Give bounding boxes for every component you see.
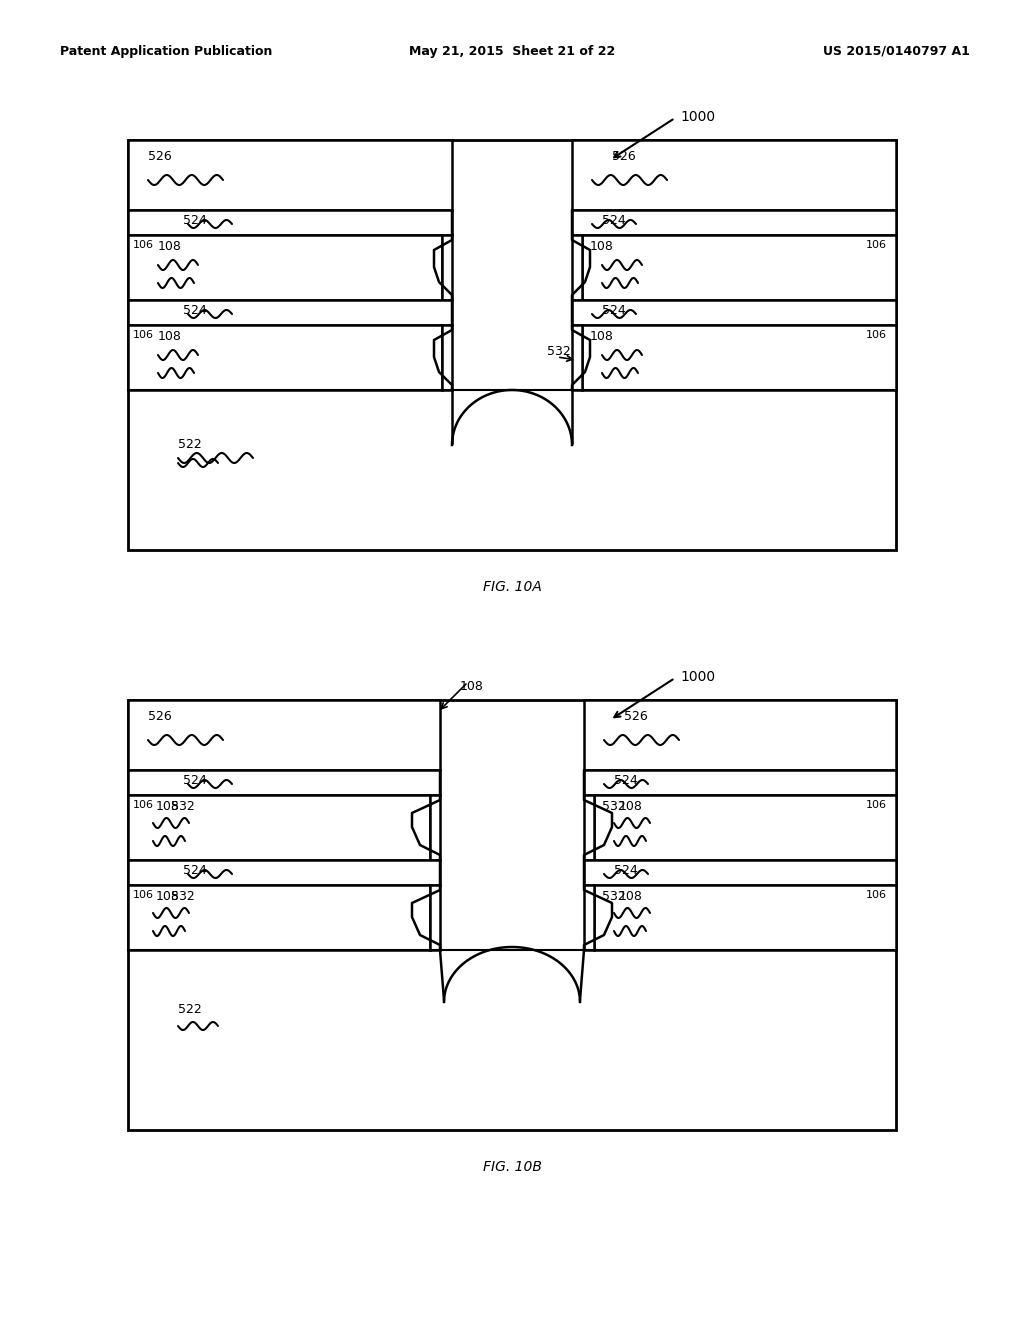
Text: 524: 524 [602,214,626,227]
Bar [584,884,594,950]
Text: 108: 108 [156,800,180,813]
Text: 108: 108 [158,240,182,253]
Text: 532: 532 [602,800,626,813]
Text: 522: 522 [178,438,202,451]
Text: 522: 522 [178,1003,202,1016]
Text: 106: 106 [866,800,887,810]
Bar [128,795,430,861]
Text: US 2015/0140797 A1: US 2015/0140797 A1 [823,45,970,58]
Text: 106: 106 [866,890,887,900]
Text: 524: 524 [614,865,638,876]
Bar [128,140,452,210]
Bar [430,884,440,950]
Text: 108: 108 [590,240,613,253]
Bar [128,861,440,884]
Text: 524: 524 [614,774,638,787]
Bar [582,325,896,389]
Text: 524: 524 [183,304,207,317]
Text: 106: 106 [866,240,887,249]
Text: 108: 108 [590,330,613,343]
Text: 106: 106 [866,330,887,341]
Bar [584,795,594,861]
Text: 108: 108 [618,800,643,813]
Bar [572,140,896,210]
Bar [572,325,582,389]
Text: 108: 108 [618,890,643,903]
Text: FIG. 10A: FIG. 10A [482,579,542,594]
Bar [572,235,582,300]
Text: May 21, 2015  Sheet 21 of 22: May 21, 2015 Sheet 21 of 22 [409,45,615,58]
Bar [572,300,896,325]
Bar [128,884,430,950]
Bar [128,770,440,795]
Bar [128,140,896,550]
Text: 108: 108 [156,890,180,903]
Text: 106: 106 [133,240,154,249]
Text: Patent Application Publication: Patent Application Publication [60,45,272,58]
Text: 532: 532 [602,890,626,903]
Bar [128,210,452,235]
Bar [430,795,440,861]
Bar [584,861,896,884]
Text: 106: 106 [133,890,154,900]
Text: 1000: 1000 [680,110,715,124]
Text: 524: 524 [183,865,207,876]
Text: FIG. 10B: FIG. 10B [482,1160,542,1173]
Bar [128,325,442,389]
Text: 526: 526 [624,710,648,723]
Bar [128,700,440,770]
Text: 526: 526 [148,710,172,723]
Bar [594,795,896,861]
Bar [442,235,452,300]
Bar [128,300,452,325]
Text: 526: 526 [612,150,636,162]
Bar [128,235,442,300]
Text: 526: 526 [148,150,172,162]
Text: 532: 532 [171,890,195,903]
Text: 1000: 1000 [680,671,715,684]
Text: 524: 524 [183,774,207,787]
Bar [582,235,896,300]
Text: 524: 524 [183,214,207,227]
Bar [128,700,896,1130]
Text: 532: 532 [171,800,195,813]
Text: 108: 108 [460,680,484,693]
Text: 106: 106 [133,800,154,810]
Bar [442,325,452,389]
Text: 532: 532 [547,345,570,358]
Bar [584,700,896,770]
Text: 108: 108 [158,330,182,343]
Bar [572,210,896,235]
Text: 524: 524 [602,304,626,317]
Text: 106: 106 [133,330,154,341]
Bar [584,770,896,795]
Bar [594,884,896,950]
